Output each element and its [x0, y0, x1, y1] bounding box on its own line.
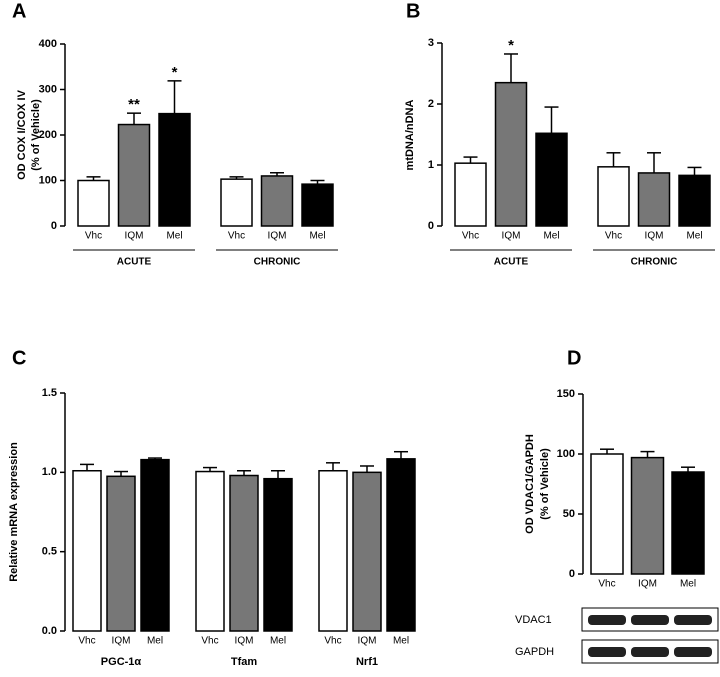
- x-tick-label: IQM: [112, 636, 131, 647]
- y-tick-label: 400: [39, 38, 57, 50]
- y-tick-label: 3: [428, 37, 434, 49]
- bar: [454, 162, 487, 227]
- bar: [158, 112, 191, 227]
- blot-label: GAPDH: [515, 646, 554, 658]
- bar: [590, 453, 624, 575]
- group-label: ACUTE: [494, 257, 529, 268]
- y-axis-label: OD VDAC1/GAPDH: [524, 434, 536, 534]
- group-label: ACUTE: [117, 257, 152, 268]
- y-axis-label: OD COX I/COX IV: [16, 89, 28, 180]
- y-tick-label: 100: [557, 448, 575, 460]
- x-tick-label: Mel: [309, 231, 325, 242]
- bar: [318, 469, 348, 632]
- x-tick-label: IQM: [235, 636, 254, 647]
- x-tick-label: Vhc: [228, 231, 245, 242]
- x-tick-label: Vhc: [78, 636, 95, 647]
- panel-letter: A: [12, 0, 26, 22]
- bar: [220, 178, 253, 227]
- bar: [260, 175, 294, 227]
- x-tick-label: Vhc: [598, 579, 615, 590]
- blot-band: [588, 647, 626, 657]
- y-tick-label: 150: [557, 388, 575, 400]
- bar: [301, 183, 334, 227]
- bar: [386, 458, 416, 632]
- y-tick-label: 0.0: [42, 625, 57, 637]
- bar: [678, 174, 711, 227]
- blot-band: [631, 615, 669, 625]
- x-tick-label: Mel: [393, 636, 409, 647]
- x-tick-label: IQM: [268, 231, 287, 242]
- bar: [140, 458, 170, 632]
- panel-letter: C: [12, 347, 26, 369]
- x-tick-label: Vhc: [605, 231, 622, 242]
- bar: [195, 470, 225, 632]
- bar: [117, 123, 151, 227]
- blot-band: [674, 647, 712, 657]
- x-tick-label: IQM: [502, 231, 521, 242]
- y-axis-label: (% of Vehicle): [30, 99, 42, 171]
- y-axis-label: mtDNA/nDNA: [404, 100, 416, 171]
- bar: [72, 469, 102, 632]
- x-tick-label: IQM: [638, 579, 657, 590]
- x-tick-label: Mel: [686, 231, 702, 242]
- x-tick-label: IQM: [125, 231, 144, 242]
- y-tick-label: 2: [428, 98, 434, 110]
- bar: [597, 166, 630, 227]
- y-tick-label: 0: [51, 220, 57, 232]
- group-label: Nrf1: [356, 656, 378, 668]
- y-tick-label: 0: [428, 220, 434, 232]
- group-label: PGC-1α: [101, 656, 142, 668]
- bar: [106, 475, 136, 632]
- x-tick-label: Vhc: [462, 231, 479, 242]
- significance: **: [128, 96, 140, 113]
- x-tick-label: Mel: [543, 231, 559, 242]
- y-tick-label: 1.0: [42, 466, 57, 478]
- bar: [77, 179, 110, 227]
- x-tick-label: Vhc: [324, 636, 341, 647]
- bar: [630, 456, 665, 575]
- x-tick-label: Vhc: [85, 231, 102, 242]
- y-tick-label: 1: [428, 159, 434, 171]
- bar: [535, 132, 568, 227]
- y-tick-label: 100: [39, 174, 57, 186]
- bar: [494, 81, 528, 227]
- bar: [263, 477, 293, 632]
- y-tick-label: 50: [563, 508, 575, 520]
- y-tick-label: 0.5: [42, 546, 57, 558]
- x-tick-label: IQM: [358, 636, 377, 647]
- blot-band: [674, 615, 712, 625]
- panel-letter: B: [406, 0, 420, 22]
- x-tick-label: Mel: [680, 579, 696, 590]
- group-label: Tfam: [231, 656, 258, 668]
- y-tick-label: 1.5: [42, 387, 57, 399]
- bar: [352, 471, 382, 632]
- x-tick-label: Vhc: [201, 636, 218, 647]
- x-tick-label: Mel: [166, 231, 182, 242]
- group-label: CHRONIC: [254, 257, 301, 268]
- bar: [637, 172, 671, 227]
- panel-letter: D: [567, 347, 581, 369]
- blot-band: [588, 615, 626, 625]
- significance: *: [508, 37, 514, 54]
- y-axis-label: (% of Vehicle): [539, 448, 551, 520]
- y-tick-label: 0: [569, 568, 575, 580]
- y-tick-label: 200: [39, 129, 57, 141]
- blot-band: [631, 647, 669, 657]
- significance: *: [172, 64, 178, 81]
- y-tick-label: 300: [39, 83, 57, 95]
- y-axis-label: Relative mRNA expression: [8, 442, 20, 582]
- group-label: CHRONIC: [631, 257, 678, 268]
- x-tick-label: Mel: [270, 636, 286, 647]
- x-tick-label: Mel: [147, 636, 163, 647]
- bar: [671, 471, 705, 575]
- x-tick-label: IQM: [645, 231, 664, 242]
- bar: [229, 474, 259, 632]
- blot-label: VDAC1: [515, 614, 552, 626]
